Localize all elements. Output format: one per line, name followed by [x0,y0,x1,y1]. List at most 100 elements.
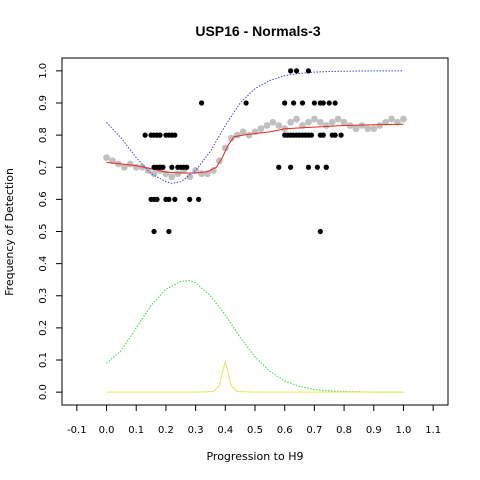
y-tick-label: 1.0 [38,63,49,79]
x-tick-label: 0.3 [188,425,204,436]
y-tick-label: 0.9 [38,95,49,111]
data-point [243,100,249,106]
smoothed-point [388,115,395,123]
smoothed-point [150,170,158,178]
smoothed-point [126,160,134,168]
data-point [157,164,163,170]
data-point [288,68,294,74]
smoothed-point [340,118,348,126]
smoothed-point [263,122,271,129]
data-point [305,68,312,74]
x-tick-label: 1.1 [425,425,441,436]
y-tick-label: 0.1 [38,352,49,368]
data-point [157,132,163,138]
series-line [106,359,404,393]
chart-title: USP16 - Normals-3 [195,23,320,39]
smoothed-point [400,115,407,123]
data-point [195,196,202,202]
data-point [314,164,320,170]
data-point [291,100,297,106]
smoothed-point [168,173,176,181]
data-point [282,100,288,106]
data-point [172,132,178,138]
series-layer [103,68,407,393]
y-tick-label: 0.8 [38,127,49,143]
y-tick-label: 0.2 [38,320,49,336]
data-point [198,100,205,106]
data-point [338,132,344,138]
data-point [293,68,300,74]
x-tick-label: 1.0 [396,425,412,436]
data-point [142,132,148,138]
smoothed-point [376,122,384,129]
smoothed-point [227,134,235,142]
data-point [305,164,312,170]
x-tick-label: -0.1 [67,425,87,436]
x-axis: -0.1 0.0 0.1 0.2 0.3 0.4 0.5 0.6 0.7 0.8 0.9 1.0 1.1 [67,404,441,436]
data-point [187,196,193,202]
data-point [311,100,317,106]
data-point [172,196,178,202]
y-tick-label: 0.0 [38,384,49,400]
data-point [154,196,160,202]
smoothed-point [269,118,277,126]
data-point [326,100,332,106]
smoothed-point [210,167,217,174]
x-tick-label: 0.2 [158,425,174,436]
data-point [317,228,323,235]
data-point [332,100,338,106]
smoothed-point [245,131,253,139]
smoothed-point [364,125,372,133]
smoothed-point [293,115,300,123]
data-point [320,132,326,138]
data-point [288,164,294,170]
y-axis: 0.0 0.1 0.2 0.3 0.4 0.5 0.6 0.7 0.8 0.9 1.0 [38,63,63,400]
smoothed-point [186,173,194,181]
smoothed-point [103,154,110,162]
y-tick-label: 0.3 [38,288,49,304]
smoothed-point [382,118,390,126]
data-point [151,228,157,235]
y-tick-label: 0.7 [38,159,49,175]
data-point [299,100,306,106]
x-tick-label: 0.9 [366,425,382,436]
smoothed-point [370,125,378,133]
smoothed-point [221,144,229,152]
smoothed-point [257,125,265,133]
x-tick-label: 0.4 [217,425,233,436]
y-tick-label: 0.6 [38,191,49,207]
y-tick-label: 0.4 [38,256,49,272]
x-tick-label: 0.7 [306,425,322,436]
data-point [320,100,326,106]
smoothed-point [174,170,182,178]
smoothed-point [120,163,128,171]
x-tick-label: 0.1 [128,425,144,436]
smoothed-point [352,125,360,133]
x-tick-label: 0.5 [247,425,263,436]
x-tick-label: 0.8 [336,425,352,436]
data-point [329,132,335,138]
data-point [276,164,282,170]
smoothed-point [198,170,205,178]
smoothed-point [316,118,324,126]
y-tick-label: 0.5 [38,224,49,240]
data-point [166,228,172,235]
x-tick-label: 0.6 [277,425,293,436]
smoothed-point [275,122,283,129]
data-point [184,164,190,170]
data-point [323,164,329,170]
smoothed-point [328,118,336,126]
data-point [169,164,175,170]
plot-frame [61,57,449,406]
data-point [166,196,172,202]
smoothed-point [239,128,247,136]
smoothed-point [305,118,312,126]
y-axis-label: Frequency of Detection [3,168,16,296]
x-axis-label: Progression to H9 [206,450,303,463]
data-point [308,132,315,138]
smoothed-point [310,115,318,123]
series-line [106,280,404,393]
x-tick-label: 0.0 [99,425,115,436]
smoothed-point [334,115,342,123]
